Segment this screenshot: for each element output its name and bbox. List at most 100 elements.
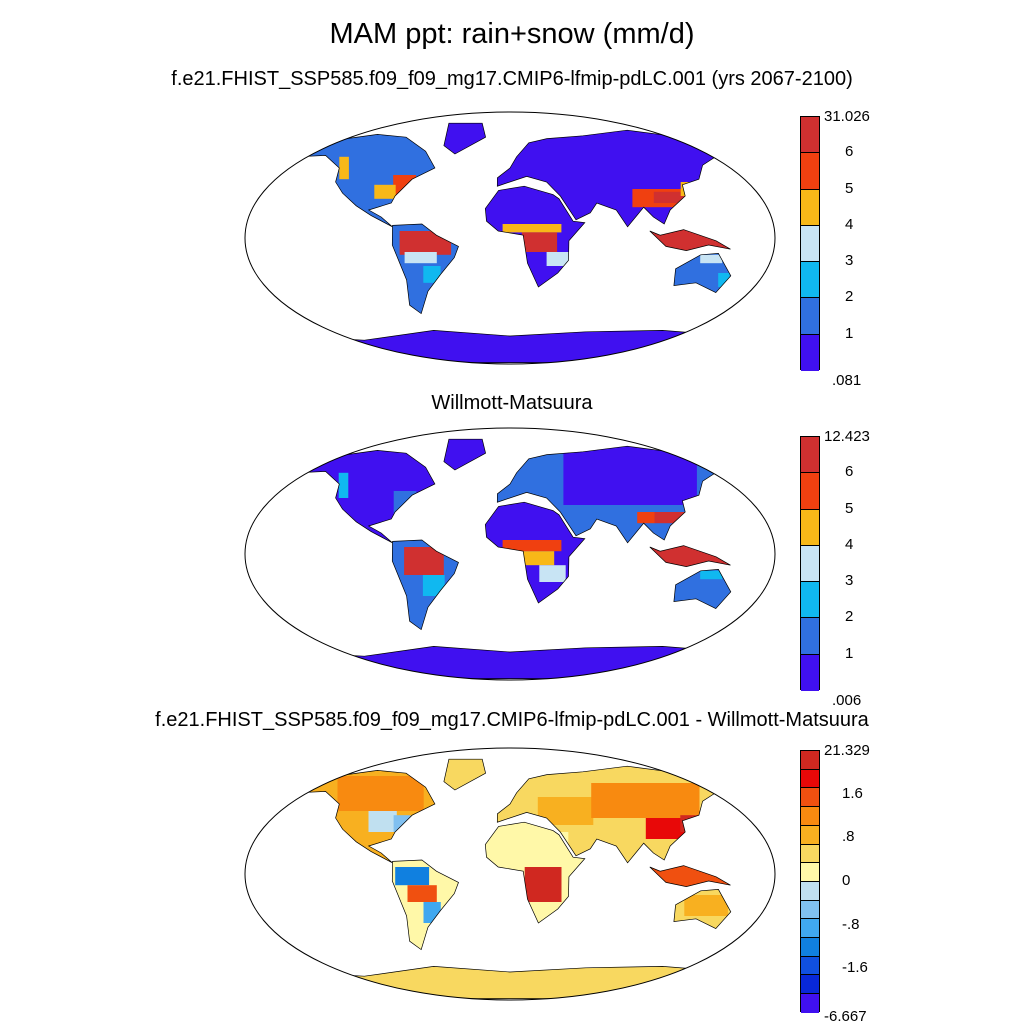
precip-cell [700, 570, 723, 580]
colorbar-1-box-3 [801, 225, 819, 263]
coastline [443, 122, 487, 155]
colorbar-3-box-8 [801, 900, 819, 920]
colorbar-1-box-4 [801, 262, 819, 299]
coastline [673, 253, 732, 294]
coastline [673, 569, 732, 610]
colorbar-3-box-13 [801, 994, 819, 1013]
precip-cell [546, 252, 569, 266]
land-fill [649, 865, 731, 887]
colorbar-1-label: .081 [832, 372, 862, 389]
colorbar-2-box-2 [801, 509, 819, 546]
panel-3-map [244, 747, 776, 1001]
precip-cell [521, 232, 558, 252]
colorbar-2-box-5 [801, 618, 819, 655]
panel-1-map [244, 111, 776, 365]
colorbar-2-box-0 [801, 437, 819, 474]
coastline [286, 966, 735, 999]
precip-cell [502, 540, 562, 552]
colorbar-3-box-10 [801, 938, 819, 957]
colorbar-3-label: .8 [842, 828, 855, 846]
colorbar-2-label: 3 [845, 572, 854, 590]
precip-cell [637, 512, 655, 524]
colorbar-3-label: 0 [842, 872, 851, 889]
panel-2-title: Willmott-Matsuura [431, 392, 593, 414]
coastline [391, 539, 459, 631]
coastline [484, 501, 586, 604]
colorbar-3-box-0 [801, 751, 819, 770]
land-fill [649, 229, 731, 251]
panel-3-colorbar: 21.329 1.6 .8 0 -.8 -1.6 -6.667 [800, 742, 920, 1025]
precip-cell [393, 175, 416, 205]
precip-cell [684, 895, 728, 916]
precip-cell [338, 472, 349, 498]
figure-title: MAM ppt: rain+snow (mm/d) [329, 18, 695, 50]
colorbar-2-label: 5 [845, 499, 854, 517]
coastline [286, 330, 735, 363]
precip-cell [700, 254, 723, 264]
precip-cell [368, 811, 397, 832]
precip-cell [404, 547, 444, 575]
colorbar-1-label: 5 [845, 179, 854, 197]
precip-cell [563, 446, 697, 505]
colorbar-1-box-1 [801, 153, 819, 190]
land-indonesia [649, 545, 731, 567]
coastline [496, 129, 740, 228]
coastline [649, 545, 731, 567]
precip-cell [407, 885, 437, 902]
coastline [443, 758, 487, 791]
colorbar-1-label: 31.026 [824, 108, 870, 125]
coastline [484, 185, 586, 288]
precip-cell [337, 776, 424, 811]
coastline [391, 223, 459, 315]
precip-cell [521, 551, 555, 566]
precip-cell [339, 156, 349, 180]
coastline [496, 765, 740, 864]
precip-cell [374, 184, 396, 199]
coastline [649, 865, 731, 887]
colorbar-2-label: 12.423 [824, 428, 870, 445]
colorbar-3-label: -6.667 [824, 1008, 867, 1025]
colorbar-2-label: 4 [845, 535, 854, 553]
precip-cell [654, 512, 691, 524]
colorbar-2-box-6 [801, 654, 819, 691]
map-border [244, 747, 776, 1001]
panel-1-colorbar: 31.026 6 5 4 3 2 1 .081 [800, 108, 920, 389]
colorbar-3-box-7 [801, 881, 819, 901]
precip-cell [423, 902, 441, 923]
colorbar-2-box-1 [801, 473, 819, 510]
precip-cell [524, 867, 562, 902]
precip-cell [404, 252, 437, 264]
precip-cell [539, 565, 566, 582]
precip-cell [537, 797, 594, 825]
precip-cell [399, 231, 452, 255]
colorbar-1-box-0 [801, 117, 819, 154]
colorbar-3-box-6 [801, 863, 819, 882]
coastline [484, 821, 586, 924]
colorbar-3-box-4 [801, 825, 819, 845]
precip-cell [422, 575, 445, 596]
colorbar-3-label: -1.6 [842, 959, 868, 977]
coastline [297, 770, 436, 864]
precip-cell [591, 783, 700, 818]
coastline [391, 859, 459, 951]
colorbar-2-label: 2 [845, 608, 854, 626]
colorbar-1-label: 1 [845, 324, 854, 342]
colorbar-3-label: 1.6 [842, 784, 863, 802]
colorbar-1-label: 2 [845, 288, 854, 306]
colorbar-2-label: .006 [832, 692, 862, 709]
colorbar-1-box-6 [801, 334, 819, 371]
precip-cell [502, 224, 562, 233]
panel-3-title: f.e21.FHIST_SSP585.f09_f09_mg17.CMIP6-lf… [155, 709, 869, 731]
colorbar-1-label: 3 [845, 252, 854, 270]
colorbar-2-label: 1 [845, 644, 854, 662]
precip-cell [718, 273, 730, 287]
colorbar-2-box-4 [801, 582, 819, 619]
coastline [297, 134, 436, 228]
coastline [286, 646, 735, 679]
colorbar-3-box-9 [801, 919, 819, 939]
colorbar-2-box-3 [801, 545, 819, 583]
precip-cell [645, 818, 696, 839]
panel-1-title: f.e21.FHIST_SSP585.f09_f09_mg17.CMIP6-lf… [171, 68, 853, 90]
panel-2-map [244, 427, 776, 681]
map-border [244, 111, 776, 365]
